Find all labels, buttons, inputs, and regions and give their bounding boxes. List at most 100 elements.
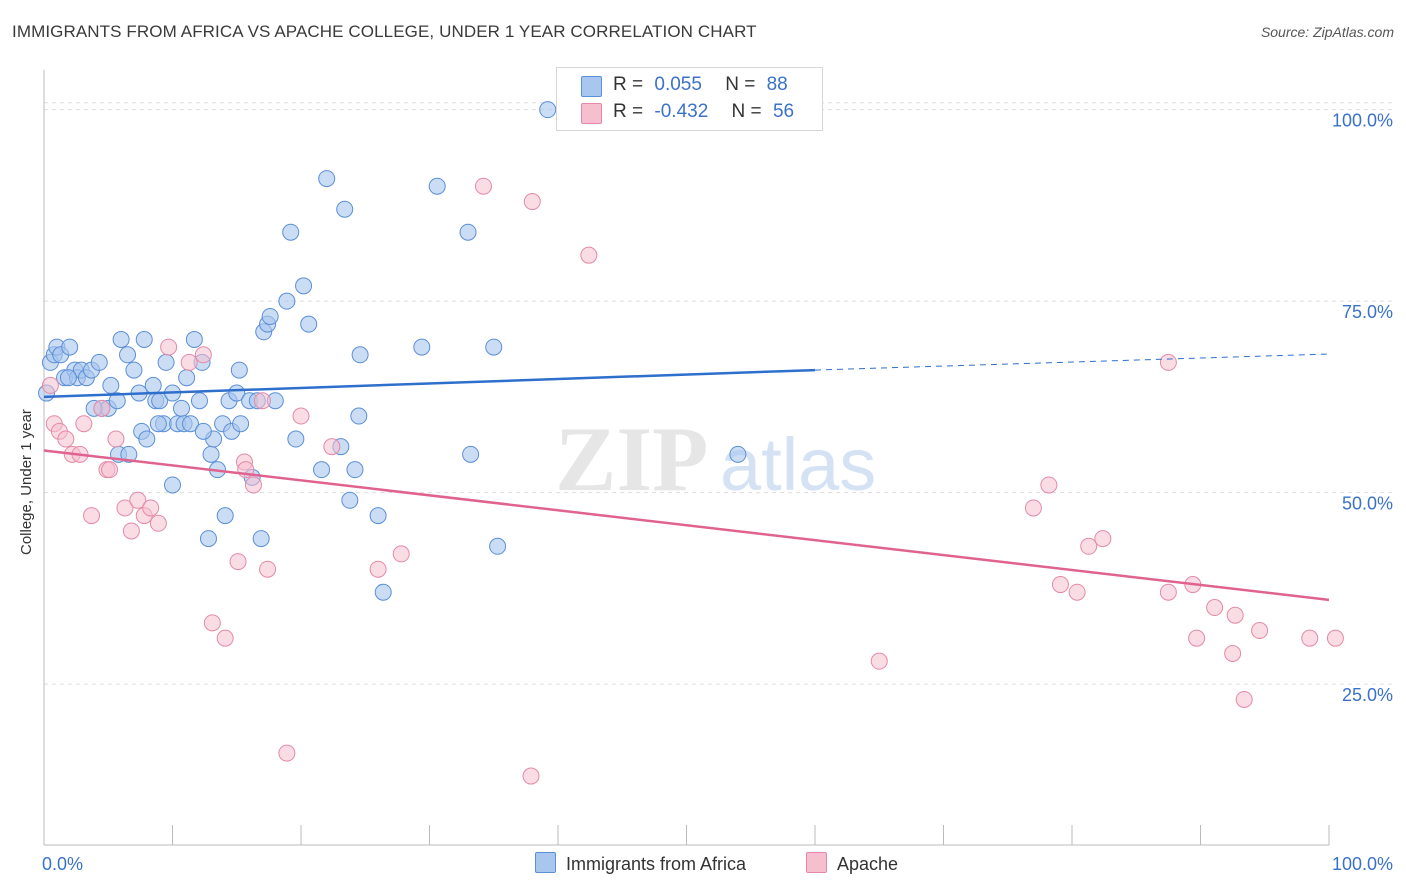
apache-point: [160, 338, 178, 356]
apache-point: [203, 614, 221, 632]
apache-point: [870, 652, 888, 670]
apache-point: [1301, 629, 1319, 647]
apache-point: [1251, 622, 1269, 640]
africa-point: [144, 376, 162, 394]
apache-point: [522, 767, 540, 785]
africa-point: [489, 537, 507, 555]
r-label-africa: R =: [613, 74, 644, 95]
apache-point: [1159, 353, 1177, 371]
apache-point: [278, 744, 296, 762]
africa-point: [346, 461, 364, 479]
africa-point: [120, 445, 138, 463]
y-tick-label: 75.0%: [1342, 302, 1393, 322]
apache-swatch: [581, 103, 602, 124]
apache-point: [1040, 476, 1058, 494]
apache-point: [122, 522, 140, 540]
apache-point: [474, 177, 492, 195]
africa-point: [485, 338, 503, 356]
apache-point: [116, 499, 134, 517]
source-label: Source: ZipAtlas.com: [1260, 24, 1394, 40]
apache-point: [244, 476, 262, 494]
apache-point: [180, 353, 198, 371]
y-tick-label: 100.0%: [1332, 111, 1393, 131]
bottom-apache-swatch: [806, 852, 827, 873]
africa-trend-line: [43, 368, 816, 399]
apache-point: [1224, 645, 1242, 662]
africa-point: [428, 177, 446, 195]
africa-point: [59, 369, 77, 387]
apache-point: [129, 491, 147, 509]
apache-point: [580, 246, 598, 264]
africa-point: [202, 445, 220, 463]
africa-point: [232, 415, 250, 433]
africa-point: [282, 223, 300, 241]
africa-point: [230, 361, 248, 379]
africa-trend-extension: [814, 353, 1330, 371]
africa-point: [108, 392, 126, 410]
africa-point: [181, 415, 199, 433]
africa-point: [61, 338, 79, 356]
africa-point: [135, 330, 153, 348]
bottom-legend-apache: Apache: [806, 852, 898, 875]
bottom-legend-africa: Immigrants from Africa: [535, 852, 746, 875]
apache-trend-line: [43, 449, 1330, 602]
apache-point: [1024, 499, 1042, 517]
africa-point: [172, 399, 190, 417]
africa-point: [149, 415, 167, 433]
africa-point: [112, 330, 130, 348]
africa-point: [90, 353, 108, 371]
africa-point: [287, 430, 305, 448]
r-value-apache: -0.432: [654, 101, 709, 122]
apache-point: [101, 461, 119, 479]
africa-point: [157, 353, 175, 371]
y-tick-label: 25.0%: [1342, 685, 1393, 705]
apache-point: [292, 407, 310, 425]
apache-point: [253, 392, 271, 410]
apache-point: [323, 438, 341, 456]
r-value-africa: 0.055: [654, 74, 702, 95]
africa-point: [252, 530, 270, 548]
apache-point: [194, 346, 212, 364]
y-axis-label: College, Under 1 year: [18, 409, 35, 555]
n-value-apache: 56: [772, 101, 795, 122]
apache-point: [142, 499, 160, 517]
africa-point: [462, 445, 480, 463]
africa-point: [295, 277, 313, 295]
y-tick-label: 50.0%: [1342, 494, 1393, 514]
africa-point: [102, 376, 120, 394]
apache-point: [75, 415, 93, 433]
apache-point: [1326, 629, 1344, 647]
africa-point: [190, 392, 208, 410]
apache-point: [1235, 690, 1253, 708]
africa-point: [199, 530, 217, 548]
apache-point: [93, 399, 111, 417]
africa-point: [369, 507, 387, 525]
africa-point: [185, 330, 203, 348]
africa-point: [374, 583, 392, 601]
r-label-apache: R =: [613, 101, 644, 122]
bottom-africa-swatch: [535, 852, 556, 873]
n-value-africa: 88: [766, 74, 788, 95]
x-tick-label: 0.0%: [42, 854, 83, 874]
africa-point: [729, 445, 747, 463]
africa-point: [313, 461, 331, 479]
africa-point: [539, 101, 557, 119]
africa-point: [138, 430, 156, 448]
apache-point: [1159, 583, 1177, 601]
apache-point: [369, 560, 387, 578]
africa-swatch: [581, 76, 602, 97]
apache-point: [83, 507, 101, 525]
africa-point: [350, 407, 368, 425]
apache-point: [1094, 530, 1112, 548]
apache-point: [392, 545, 410, 563]
africa-point: [318, 170, 336, 188]
watermark-atlas: atlas: [720, 423, 876, 506]
x-tick-label: 100.0%: [1332, 854, 1393, 874]
africa-point: [459, 223, 477, 241]
africa-point: [261, 307, 279, 325]
apache-point: [216, 629, 234, 647]
africa-point: [216, 507, 234, 525]
n-label-africa: N =: [725, 74, 756, 95]
apache-point: [149, 514, 167, 532]
